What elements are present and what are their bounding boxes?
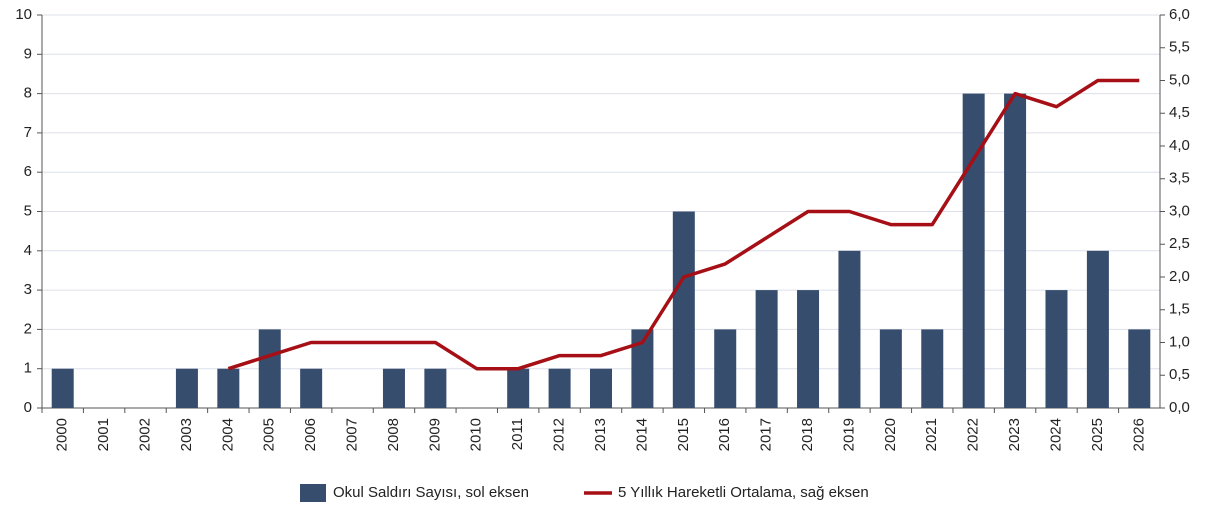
- y-tick-label: 9: [24, 45, 32, 62]
- bar: [258, 329, 281, 408]
- x-tick-label: 2010: [468, 418, 485, 451]
- x-tick-label: 2011: [509, 418, 526, 450]
- y2-tick-label: 0,0: [1169, 399, 1190, 416]
- y2-tick-label: 3,0: [1169, 202, 1190, 219]
- y2-tick-label: 2,0: [1169, 268, 1190, 285]
- x-tick-label: 2025: [1089, 418, 1106, 451]
- x-tick-label: 2006: [302, 418, 319, 451]
- x-tick-label: 2015: [675, 418, 692, 451]
- bar: [1086, 250, 1109, 408]
- x-tick-label: 2020: [882, 418, 899, 451]
- bar: [51, 368, 74, 408]
- y2-tick-label: 0,5: [1169, 366, 1190, 383]
- y2-tick-label: 5,5: [1169, 39, 1190, 56]
- bar: [714, 329, 737, 408]
- bar: [175, 368, 198, 408]
- bar: [921, 329, 944, 408]
- x-tick-label: 2019: [840, 418, 857, 451]
- x-tick-label: 2023: [1006, 418, 1023, 451]
- x-tick-label: 2013: [592, 418, 609, 451]
- x-tick-label: 2002: [136, 418, 153, 451]
- bar: [755, 290, 778, 408]
- x-tick-label: 2008: [385, 418, 402, 451]
- x-tick-label: 2024: [1047, 418, 1064, 451]
- bar: [838, 250, 861, 408]
- bar: [797, 290, 820, 408]
- y2-tick-label: 6,0: [1169, 6, 1190, 23]
- y-tick-label: 10: [15, 6, 32, 23]
- bar: [300, 368, 323, 408]
- y2-tick-label: 2,5: [1169, 235, 1190, 252]
- bar: [631, 329, 654, 408]
- bar: [1045, 290, 1068, 408]
- bar: [1128, 329, 1151, 408]
- bar: [962, 93, 985, 408]
- x-tick-label: 2022: [965, 418, 982, 451]
- bar: [507, 368, 530, 408]
- x-tick-label: 2021: [923, 418, 940, 451]
- line: [227, 78, 1140, 371]
- y-tick-label: 5: [24, 202, 32, 219]
- x-tick-label: 2016: [716, 418, 733, 451]
- y2-tick-label: 1,5: [1169, 301, 1190, 318]
- bar: [879, 329, 902, 408]
- x-tick-label: 2003: [178, 418, 195, 451]
- bar: [548, 368, 571, 408]
- x-tick-label: 2001: [95, 418, 112, 451]
- y2-tick-label: 3,5: [1169, 170, 1190, 187]
- y2-tick-label: 1,0: [1169, 333, 1190, 350]
- bar: [382, 368, 405, 408]
- legend-swatch: [300, 484, 326, 502]
- x-tick-label: 2004: [219, 418, 236, 451]
- y-tick-label: 6: [24, 163, 32, 180]
- x-tick-label: 2026: [1130, 418, 1147, 451]
- x-tick-label: 2009: [426, 418, 443, 451]
- bar: [424, 368, 447, 408]
- y-tick-label: 8: [24, 85, 32, 102]
- y2-tick-label: 4,5: [1169, 104, 1190, 121]
- bar: [1004, 93, 1027, 408]
- legend-label: Okul Saldırı Sayısı, sol eksen: [333, 484, 529, 501]
- bar: [672, 211, 695, 408]
- y-tick-label: 2: [24, 320, 32, 337]
- bar: [590, 368, 612, 408]
- x-tick-label: 2012: [551, 418, 568, 451]
- x-tick-label: 2005: [261, 418, 278, 451]
- y2-tick-label: 4,0: [1169, 137, 1190, 154]
- legend-label: 5 Yıllık Hareketli Ortalama, sağ eksen: [618, 484, 869, 501]
- x-tick-label: 2000: [54, 418, 71, 451]
- bar: [217, 368, 240, 408]
- x-tick-label: 2007: [344, 418, 361, 451]
- x-tick-label: 2017: [758, 418, 775, 451]
- y-tick-label: 0: [24, 399, 32, 416]
- x-tick-label: 2018: [799, 418, 816, 451]
- y-tick-label: 3: [24, 281, 32, 298]
- x-tick-label: 2014: [633, 418, 650, 451]
- y-tick-label: 4: [24, 242, 32, 259]
- y2-tick-label: 5,0: [1169, 71, 1190, 88]
- y-tick-label: 7: [24, 124, 32, 141]
- y-tick-label: 1: [24, 360, 32, 377]
